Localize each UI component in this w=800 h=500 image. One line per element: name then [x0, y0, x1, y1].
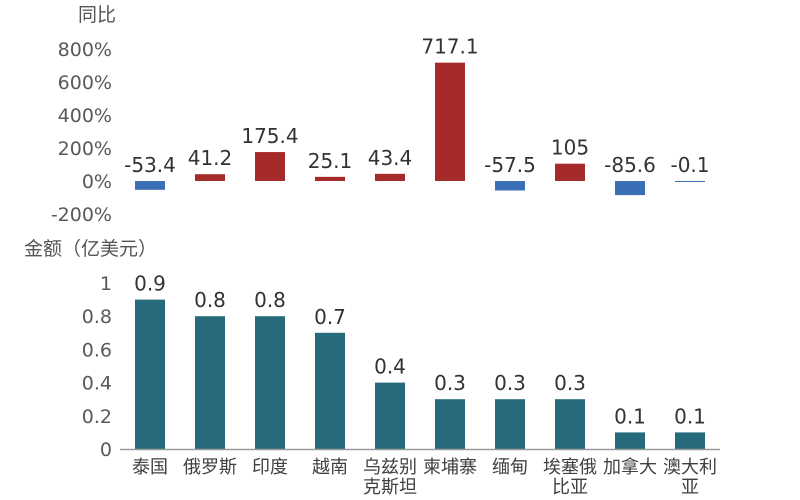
- category-label: 柬埔寨: [423, 457, 477, 478]
- bottom-bar: [675, 432, 705, 449]
- category-label: 乌兹别: [363, 457, 417, 478]
- bottom-data-label: 0.1: [674, 404, 706, 428]
- bottom-data-label: 0.1: [614, 404, 646, 428]
- top-bars: [135, 62, 705, 196]
- top-y-tick-label: 400%: [58, 105, 112, 127]
- top-bar: [555, 163, 585, 181]
- bottom-data-label: 0.8: [194, 288, 226, 312]
- top-y-ticks: 800% 600% 400% 200% 0% -200%: [51, 39, 112, 226]
- bottom-y-axis-label: 金额（亿美元）: [24, 238, 157, 260]
- top-y-tick-label: 800%: [58, 39, 112, 61]
- top-bar: [375, 173, 405, 181]
- top-bar: [435, 62, 465, 182]
- bottom-bar: [255, 316, 285, 449]
- bottom-bar: [435, 399, 465, 449]
- bottom-bars: [135, 299, 705, 449]
- bottom-bar: [375, 382, 405, 449]
- bottom-data-label: 0.3: [554, 371, 586, 395]
- top-y-axis-label: 同比: [78, 4, 116, 26]
- bottom-bar: [315, 332, 345, 449]
- bottom-data-labels: 0.9 0.8 0.8 0.7 0.4 0.3 0.3 0.3 0.1 0.1: [134, 272, 706, 429]
- category-label: 澳大利: [663, 457, 717, 478]
- bottom-bar: [195, 316, 225, 449]
- top-data-label: -57.5: [484, 153, 536, 177]
- top-data-label: -85.6: [604, 153, 656, 177]
- bottom-y-tick-label: 0: [100, 439, 112, 461]
- bottom-data-label: 0.7: [314, 305, 346, 329]
- top-data-label: 41.2: [188, 146, 233, 170]
- top-data-label: 717.1: [421, 35, 478, 59]
- bottom-y-tick-label: 0.2: [82, 406, 112, 428]
- bottom-bar: [495, 399, 525, 449]
- category-label: 缅甸: [492, 457, 528, 478]
- category-label: 亚: [681, 477, 699, 498]
- top-bar: [315, 176, 345, 181]
- bottom-data-label: 0.3: [434, 371, 466, 395]
- bottom-bar: [555, 399, 585, 449]
- top-y-tick-label: 0%: [82, 171, 112, 193]
- bottom-bar: [135, 299, 165, 449]
- top-data-label: -0.1: [670, 153, 709, 177]
- bottom-data-label: 0.4: [374, 355, 406, 379]
- top-y-tick-label: 600%: [58, 72, 112, 94]
- top-data-labels: -53.4 41.2 175.4 25.1 43.4 717.1 -57.5 105 -85.6…: [124, 35, 709, 177]
- top-data-label: 25.1: [308, 149, 353, 173]
- category-label: 泰国: [132, 457, 168, 478]
- category-label: 越南: [312, 457, 348, 478]
- top-bar: [255, 152, 285, 181]
- bottom-data-label: 0.9: [134, 272, 166, 296]
- category-label: 加拿大: [603, 456, 657, 478]
- category-label: 比亚: [552, 477, 588, 498]
- category-label: 俄罗斯: [183, 457, 237, 478]
- bottom-y-ticks: 1 0.8 0.6 0.4 0.2 0: [82, 273, 112, 461]
- top-bar: [615, 181, 645, 196]
- top-data-label: 175.4: [241, 124, 298, 148]
- top-bar: [495, 181, 525, 191]
- bottom-y-tick-label: 0.8: [82, 306, 112, 328]
- top-data-label: -53.4: [124, 153, 176, 177]
- bottom-y-tick-label: 0.6: [82, 339, 112, 361]
- category-label: 克斯坦: [363, 477, 417, 498]
- top-y-tick-label: -200%: [51, 204, 112, 226]
- category-label: 埃塞俄: [543, 457, 597, 478]
- category-label: 印度: [252, 457, 288, 478]
- bottom-bar: [615, 432, 645, 449]
- bottom-data-label: 0.8: [254, 288, 286, 312]
- top-bar: [135, 181, 165, 190]
- top-data-label: 105: [551, 136, 589, 160]
- bottom-data-label: 0.3: [494, 371, 526, 395]
- bottom-y-tick-label: 0.4: [82, 373, 112, 395]
- top-bar: [195, 174, 225, 181]
- bottom-y-tick-label: 1: [100, 273, 112, 295]
- top-bar: [675, 181, 705, 182]
- top-data-label: 43.4: [368, 146, 413, 170]
- top-y-tick-label: 200%: [58, 138, 112, 160]
